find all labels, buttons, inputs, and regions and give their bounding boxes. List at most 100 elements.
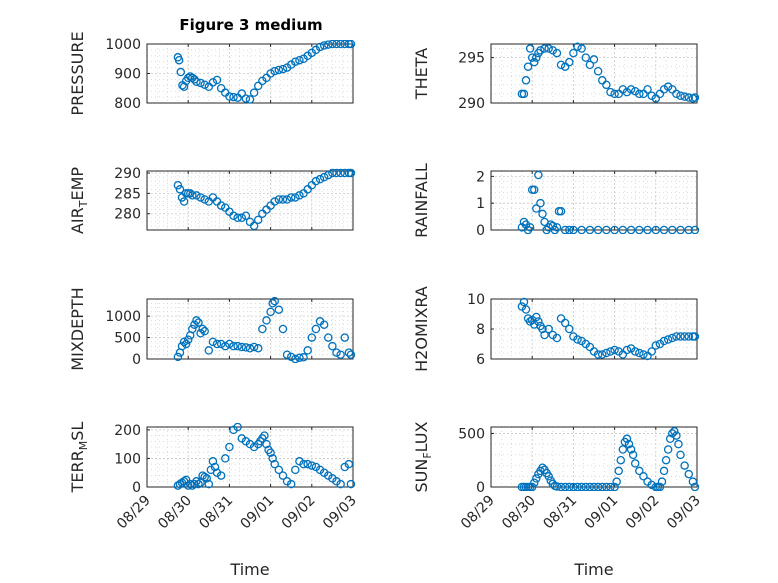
data-point [278, 471, 288, 480]
subplot-sun_flux: 08/29 08/30 08/31 09/01 09/02 09/03 0 500 SUNFLU… [412, 421, 704, 579]
data-point [192, 316, 201, 325]
data-point [319, 320, 329, 329]
data-point [190, 320, 199, 329]
y-tick-label: 1 [476, 196, 485, 212]
data-point [346, 168, 356, 178]
data-point [188, 191, 197, 200]
data-point [291, 193, 300, 202]
data-point [532, 53, 541, 62]
y-tick-label: 2 [476, 169, 485, 185]
y-tick-label: 8 [476, 322, 485, 338]
plot-area [491, 171, 697, 230]
data-point [602, 225, 611, 234]
data-point [270, 66, 279, 76]
x-tick-label: 09/02 [623, 493, 663, 533]
data-point [676, 332, 685, 341]
data-point [176, 67, 186, 77]
data-point [569, 482, 578, 491]
data-point [534, 317, 543, 326]
data-point [212, 75, 222, 85]
data-point [233, 341, 242, 351]
data-point [336, 168, 345, 178]
data-point [253, 81, 263, 91]
data-point [639, 350, 648, 359]
y-label-subscript: F [421, 452, 434, 458]
data-point [346, 350, 356, 359]
data-point [672, 332, 681, 341]
data-point [332, 168, 341, 178]
data-point [635, 348, 644, 358]
data-point [628, 450, 638, 460]
x-tick-label: 08/30 [499, 493, 539, 533]
axes-box [146, 426, 354, 488]
data-point [690, 93, 700, 102]
y-tick-label: 10 [467, 292, 485, 308]
subplot-pressure: 800 900 1000 PRESSURE [68, 31, 356, 116]
data-point [527, 53, 537, 62]
data-point [344, 348, 354, 357]
y-tick-label: 290 [114, 166, 141, 182]
y-label-part: TERR [68, 450, 87, 493]
x-axis-label: Time [229, 560, 269, 579]
data-point [544, 44, 553, 53]
data-point [233, 423, 242, 432]
y-tick-label: 0 [476, 223, 485, 239]
data-point [200, 80, 209, 89]
data-point [216, 339, 226, 349]
data-point [593, 350, 603, 359]
data-point [527, 482, 537, 491]
data-point [548, 221, 558, 231]
data-point [328, 40, 337, 49]
data-point [610, 89, 619, 99]
data-point [552, 48, 562, 58]
data-point [179, 197, 189, 206]
data-point [202, 474, 211, 483]
data-point [303, 459, 312, 469]
data-point [602, 482, 611, 491]
data-point [241, 211, 251, 221]
data-point [690, 225, 700, 234]
data-point [216, 201, 226, 210]
data-point [291, 354, 300, 363]
data-point [606, 482, 615, 491]
data-point [657, 477, 667, 486]
y-tick-label: 0 [132, 352, 141, 368]
data-point [624, 439, 634, 449]
data-point [340, 40, 350, 49]
data-point [639, 472, 648, 481]
plot-area [147, 427, 353, 487]
data-point [643, 85, 652, 94]
y-tick-label: 100 [114, 451, 141, 467]
data-point [626, 85, 636, 94]
data-point [208, 457, 218, 466]
data-point [540, 44, 549, 53]
data-point [249, 221, 259, 231]
y-tick-label: 500 [114, 331, 141, 347]
data-point [530, 478, 539, 487]
data-point [270, 296, 279, 306]
x-tick-label: 08/30 [155, 493, 195, 533]
data-point [626, 225, 636, 234]
y-label-part: LUX [412, 421, 431, 452]
subplot-theta: 290 295 THETA [412, 42, 700, 112]
data-point [225, 339, 234, 349]
data-point [245, 95, 255, 104]
data-point [204, 479, 214, 489]
data-point [174, 55, 184, 65]
data-point [249, 88, 259, 97]
y-axis-label: THETA [412, 48, 431, 100]
data-point [270, 197, 279, 206]
data-point [278, 195, 288, 204]
data-point [538, 463, 547, 472]
data-point [183, 73, 193, 83]
data-point [346, 479, 356, 489]
x-tick-label: 08/31 [196, 493, 236, 533]
data-point [684, 225, 694, 234]
data-point [610, 345, 619, 355]
data-point [177, 341, 187, 351]
data-point [581, 482, 591, 491]
x-tick-label: 09/01 [238, 493, 278, 533]
data-point [190, 75, 199, 84]
data-point [274, 65, 284, 75]
data-points-pressure [173, 40, 356, 104]
